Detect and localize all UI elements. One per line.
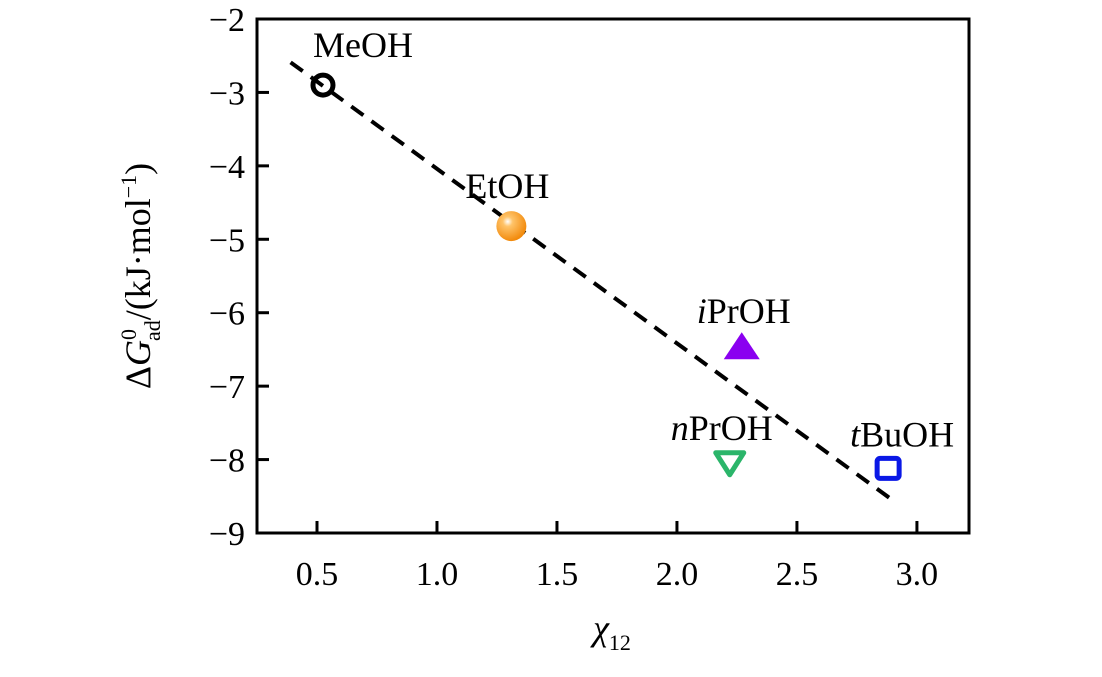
y-tick-label: −6	[209, 296, 245, 333]
x-tick-label: 0.5	[296, 556, 339, 593]
point-label-prefix: n	[671, 408, 689, 448]
data-point-iproh: iPrOH	[697, 291, 791, 360]
y-tick-label: −9	[209, 516, 245, 553]
x-tick-label: 1.5	[536, 556, 579, 593]
x-tick-label: 2.0	[656, 556, 699, 593]
x-axis-label: χ12	[590, 608, 631, 655]
y-label-delta: Δ	[118, 366, 158, 389]
y-label-var: G	[118, 340, 158, 366]
point-label-prefix: t	[850, 414, 861, 454]
x-tick-label: 1.0	[416, 556, 459, 593]
x-tick-label: 2.5	[776, 556, 819, 593]
data-point-etoh: EtOH	[465, 166, 549, 242]
point-label: nPrOH	[671, 408, 773, 448]
sphere-marker	[496, 211, 527, 242]
point-label-text: PrOH	[707, 291, 791, 331]
y-label-unit-sup: −1	[116, 175, 141, 198]
y-axis-label: ΔG0ad/(kJ·mol−1)	[116, 163, 165, 389]
point-label: iPrOH	[697, 291, 791, 331]
y-label-unit: /(kJ·mol	[118, 198, 158, 320]
circle-marker	[310, 72, 336, 98]
triangle-up-marker	[723, 332, 760, 360]
data-point-meoh: MeOH	[310, 25, 413, 98]
point-label: tBuOH	[850, 414, 954, 454]
y-tick-label: −4	[209, 149, 245, 186]
y-tick-label: −3	[209, 75, 245, 112]
y-tick-label: −8	[209, 443, 245, 480]
y-tick-label: −2	[209, 2, 245, 39]
y-tick-label: −5	[209, 222, 245, 259]
square-marker	[874, 455, 902, 481]
point-label-text: MeOH	[313, 25, 413, 65]
point-label-text: PrOH	[689, 408, 773, 448]
point-label-text: BuOH	[860, 414, 954, 454]
x-label-sub: 12	[609, 630, 631, 655]
y-label-sub: ad	[140, 320, 165, 341]
data-point-nproh: nPrOH	[671, 408, 773, 478]
plot-frame	[255, 17, 971, 535]
data-point-tbuoh: tBuOH	[850, 414, 954, 481]
x-label-main: χ	[590, 608, 610, 648]
fit-line	[289, 60, 897, 504]
x-tick-label: 3.0	[896, 556, 939, 593]
triangle-down-marker	[713, 450, 747, 478]
point-label-prefix: i	[697, 291, 707, 331]
point-label: MeOH	[313, 25, 413, 65]
point-label: EtOH	[465, 166, 549, 206]
y-label-unit-close: )	[118, 163, 158, 175]
point-label-text: EtOH	[465, 166, 549, 206]
y-label-sup: 0	[116, 329, 141, 340]
y-tick-label: −7	[209, 369, 245, 406]
